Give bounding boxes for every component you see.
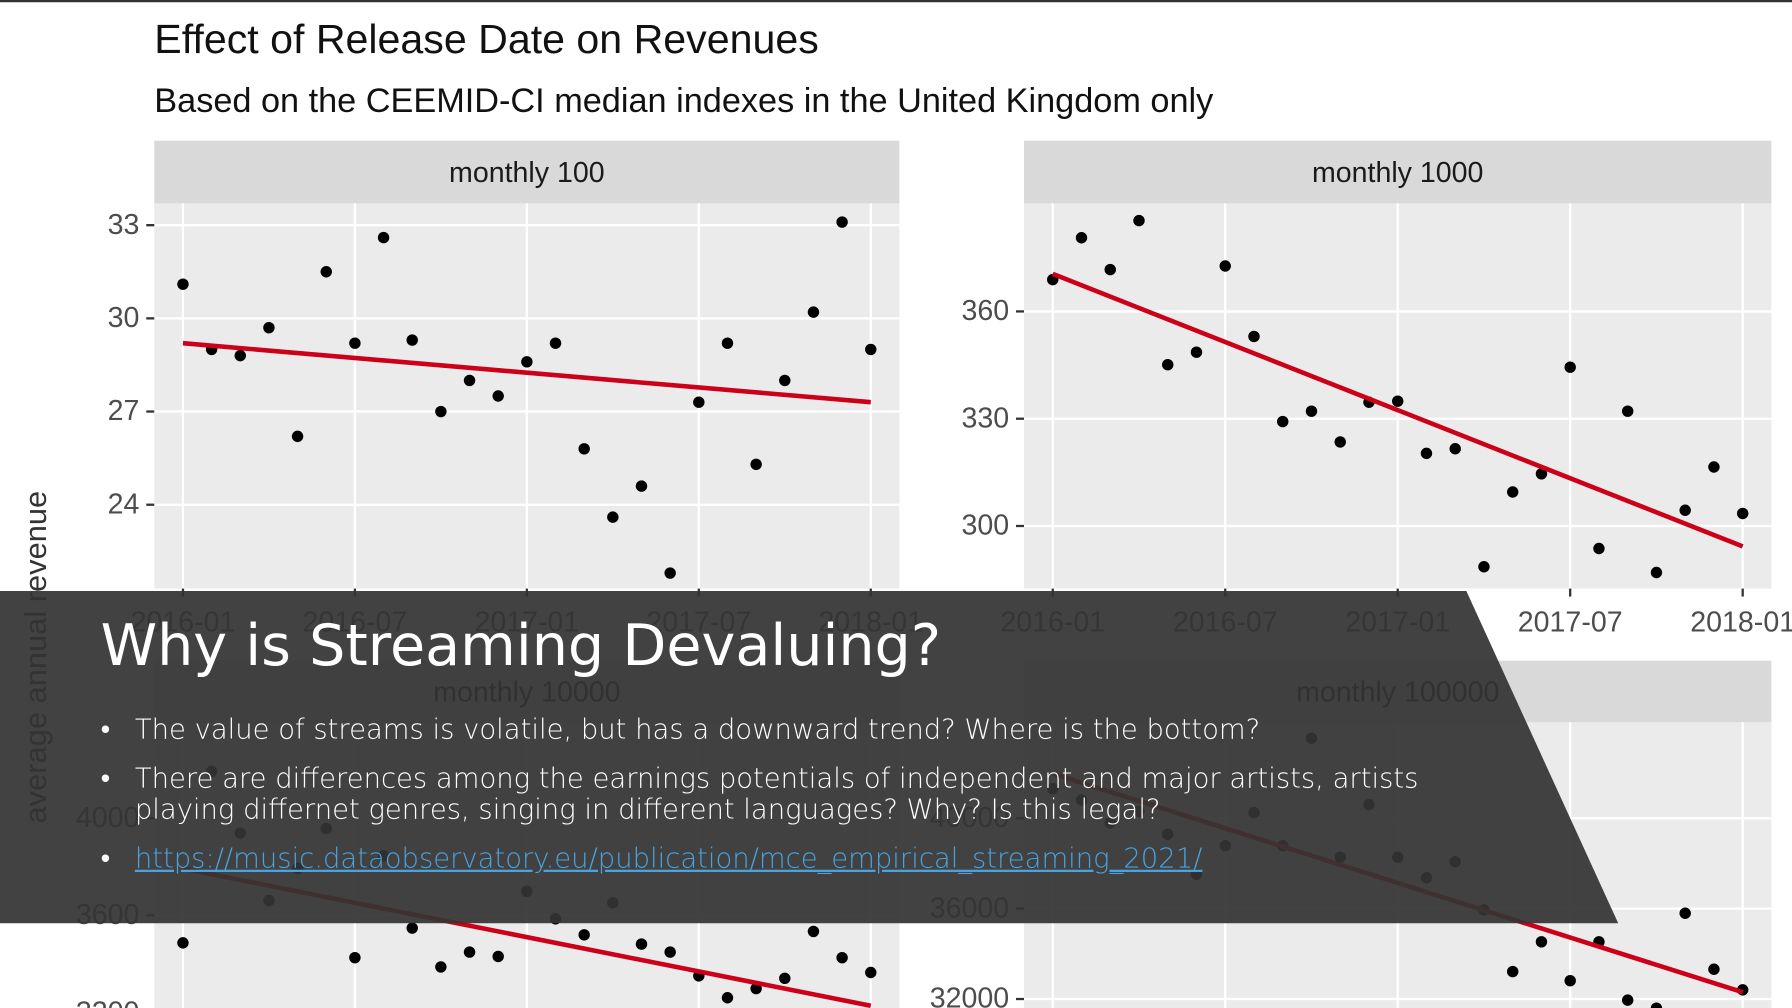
- trend-line: [1051, 271, 1744, 549]
- x-tick-label: 2018-01: [1690, 607, 1792, 639]
- point: [693, 396, 705, 408]
- point: [1305, 405, 1318, 417]
- y-tick-label: 24: [108, 488, 140, 520]
- point: [263, 321, 275, 334]
- link[interactable]: https://music.dataobservatory.eu/publica…: [134, 842, 1203, 875]
- point: [1162, 358, 1174, 371]
- point: [1248, 330, 1260, 343]
- point: [1621, 994, 1634, 1006]
- point: [1506, 965, 1519, 978]
- point: [1478, 561, 1490, 573]
- trend-line: [182, 340, 871, 405]
- point: [1736, 507, 1749, 520]
- point: [320, 266, 332, 278]
- point: [1449, 443, 1461, 455]
- facet-strip: [1023, 140, 1772, 204]
- point: [521, 356, 533, 368]
- point: [492, 950, 504, 963]
- text-overlay: Why is Streaming Devaluing? • The value …: [0, 590, 1619, 924]
- point: [836, 951, 848, 964]
- point: [1650, 1002, 1663, 1008]
- point: [1391, 395, 1404, 407]
- point: [1708, 461, 1720, 473]
- point: [1650, 566, 1663, 579]
- point: [721, 992, 734, 1004]
- point: [1075, 232, 1088, 244]
- point: [435, 405, 447, 418]
- point: [664, 567, 676, 579]
- point: [406, 922, 418, 934]
- point: [807, 306, 820, 318]
- point: [1621, 405, 1634, 417]
- bullet-symbol: •: [100, 713, 111, 746]
- point: [1564, 361, 1576, 373]
- point: [635, 938, 648, 950]
- chart-title: Effect of Release Date on Revenues: [154, 16, 819, 62]
- y-tick-label: 33: [108, 209, 140, 241]
- facet-strip: [154, 140, 900, 204]
- point: [1593, 542, 1605, 555]
- point: [1219, 260, 1231, 272]
- point: [1679, 504, 1691, 516]
- y-tick-label: 30: [108, 302, 140, 334]
- y-tick-label: 3200: [76, 996, 140, 1008]
- point: [1104, 263, 1116, 276]
- y-tick-label: 27: [108, 395, 140, 427]
- slide-heading: Why is Streaming Devaluing?: [100, 612, 942, 679]
- y-tick-label: 32000: [930, 983, 1009, 1008]
- point: [1133, 214, 1145, 227]
- facet-panel: monthly 100242730332016-012016-072017-01…: [108, 140, 923, 639]
- bullet-text: There are differences among the earnings…: [134, 762, 1419, 826]
- point: [1190, 346, 1203, 358]
- point: [349, 337, 361, 349]
- y-tick-label: 360: [961, 295, 1009, 327]
- point: [865, 966, 877, 979]
- point: [1708, 963, 1720, 975]
- bullet-symbol: •: [100, 842, 111, 875]
- point: [779, 972, 791, 985]
- point: [234, 349, 246, 362]
- y-tick-label: 330: [961, 402, 1009, 434]
- point: [463, 946, 476, 958]
- point: [836, 216, 848, 228]
- y-tick-label: 300: [961, 510, 1009, 542]
- point: [664, 946, 676, 958]
- point: [607, 511, 619, 523]
- point: [635, 480, 648, 492]
- point: [750, 458, 762, 471]
- point: [349, 951, 361, 964]
- point: [807, 925, 820, 938]
- point: [1535, 936, 1548, 948]
- point: [177, 278, 189, 290]
- point: [1506, 486, 1519, 498]
- chart-subtitle: Based on the CEEMID-CI median indexes in…: [154, 82, 1214, 120]
- point: [377, 231, 390, 244]
- point: [578, 929, 590, 941]
- point: [435, 961, 447, 973]
- point: [177, 937, 189, 949]
- point: [1334, 436, 1346, 448]
- point: [865, 343, 877, 356]
- point: [463, 374, 476, 387]
- point: [492, 390, 504, 402]
- point: [1277, 415, 1289, 428]
- point: [1679, 907, 1691, 919]
- point: [721, 337, 734, 349]
- point: [549, 337, 562, 349]
- facet-panel: monthly 10003003303602016-012016-072017-…: [961, 140, 1792, 639]
- point: [779, 374, 791, 387]
- x-tick-label: 2017-07: [1518, 607, 1623, 639]
- bullet-symbol: •: [100, 762, 111, 795]
- point: [1564, 975, 1576, 987]
- point: [291, 430, 304, 443]
- point: [1420, 447, 1433, 460]
- facet-label: monthly 100: [449, 157, 605, 189]
- bullet-text: The value of streams is volatile, but ha…: [134, 713, 1261, 746]
- point: [406, 334, 418, 346]
- point: [578, 443, 590, 455]
- point: [1535, 468, 1548, 480]
- facet-label: monthly 1000: [1312, 157, 1483, 189]
